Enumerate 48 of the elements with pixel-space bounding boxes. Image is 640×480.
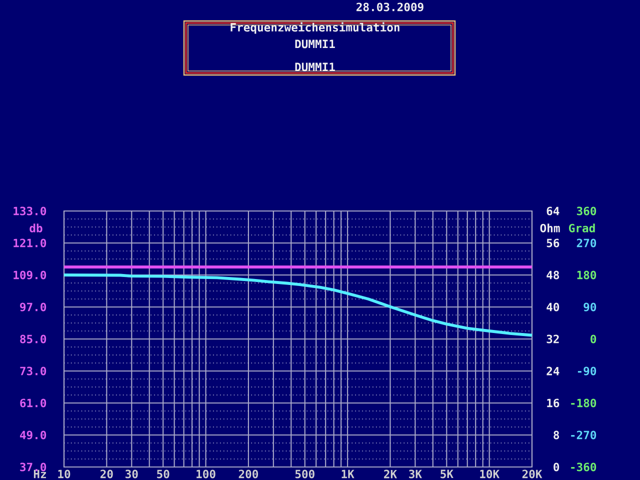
x-tick-label: 100 — [196, 470, 216, 478]
x-tick-label: 50 — [157, 470, 170, 478]
x-tick-label: 10 — [58, 470, 70, 478]
x-tick-label: 500 — [295, 470, 314, 478]
x-tick-label: 1K — [342, 470, 354, 478]
y-tick-label: 121.0 — [14, 238, 46, 248]
chart-title: Frequenzweichensimulation — [230, 22, 400, 34]
x-axis-title: Hz — [34, 470, 46, 478]
x-tick-label: 20K — [522, 470, 542, 478]
x-tick-label: 10K — [480, 470, 500, 478]
y2-tick-label: 24 — [546, 366, 560, 376]
text: 28.03.2009 — [356, 2, 424, 12]
y3-tick-label: 0 — [590, 334, 596, 344]
y2-tick-label: 64 — [546, 206, 560, 216]
y2-tick-label: 48 — [546, 270, 560, 280]
x-tick-label: 2K — [384, 470, 397, 478]
y2-tick-label: 16 — [547, 398, 560, 408]
y3-tick-label: -180 — [571, 398, 596, 408]
y2-tick-label: 40 — [546, 302, 560, 312]
x-tick-label: 5K — [440, 470, 454, 478]
y2-tick-label: 0 — [554, 462, 560, 472]
y3-tick-label: -360 — [571, 462, 596, 472]
y3-tick-label: 360 — [576, 206, 596, 216]
y3-tick-label: 90 — [584, 302, 596, 312]
y-tick-label: 109.0 — [14, 270, 46, 280]
y-axis-title: db — [30, 224, 42, 232]
x-tick-label: 3K — [409, 470, 422, 478]
y-tick-label: 49.0 — [20, 430, 46, 440]
y-tick-label: 37.0 — [20, 462, 46, 472]
y2-tick-label: 8 — [554, 430, 560, 440]
text: DUMMI1 — [295, 40, 335, 48]
y2-tick-label: 56 — [546, 238, 560, 248]
x-tick-label: 30 — [126, 470, 138, 478]
y-tick-label: 85.0 — [20, 334, 46, 344]
y3-tick-label: -270 — [571, 430, 596, 440]
x-tick-label: 200 — [238, 470, 258, 478]
y2-tick-label: 32 — [546, 334, 559, 344]
y-tick-label: 133.0 — [14, 206, 46, 216]
y3-tick-label: 180 — [577, 270, 596, 280]
y2-axis-title: Ohm — [540, 224, 560, 232]
y-tick-label: 61.0 — [20, 398, 46, 408]
y3-tick-label: 270 — [576, 238, 596, 248]
y-tick-label: 73.0 — [20, 366, 46, 376]
y3-tick-label: -90 — [578, 366, 596, 376]
text: DUMMI1 — [295, 62, 335, 72]
y3-axis-title: Grad — [569, 224, 595, 232]
y-tick-label: 97.0 — [20, 302, 46, 312]
x-tick-label: 20 — [100, 470, 113, 478]
